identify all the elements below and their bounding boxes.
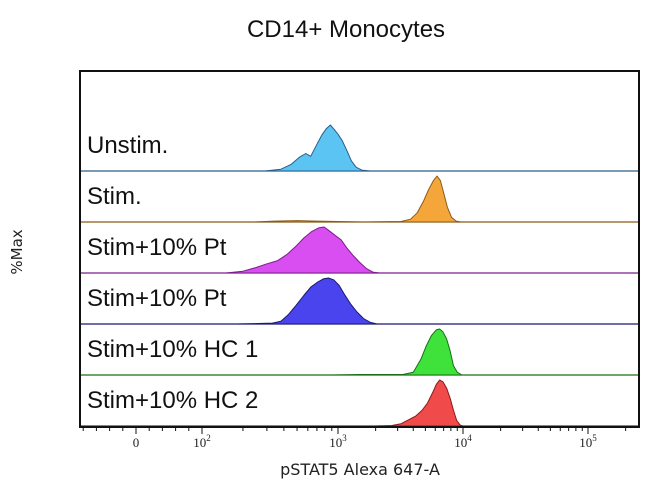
y-axis-label: %Max xyxy=(8,229,26,274)
histogram-row: Stim+10% HC 2 xyxy=(80,379,639,427)
x-axis-label: pSTAT5 Alexa 647-A xyxy=(280,460,440,479)
histogram-area xyxy=(236,277,378,325)
histogram-row: Unstim. xyxy=(80,124,639,172)
x-tick-label: 105 xyxy=(579,433,597,450)
series-label: Stim+10% HC 2 xyxy=(87,387,258,414)
histogram-area xyxy=(253,175,462,223)
series-label: Stim+10% Pt xyxy=(87,285,227,312)
series-label: Stim+10% HC 1 xyxy=(87,336,258,363)
chart-title: CD14+ Monocytes xyxy=(247,16,445,43)
plot-frame xyxy=(79,70,640,428)
x-tick-label: 102 xyxy=(193,433,211,450)
x-tick-label: 104 xyxy=(454,433,472,450)
histogram-area xyxy=(375,379,464,427)
histogram-area xyxy=(331,328,463,376)
histogram-row: Stim+10% Pt xyxy=(80,226,639,274)
histogram-area xyxy=(225,226,381,274)
histogram-area xyxy=(264,124,371,172)
histogram-rows: Unstim. Stim. Stim+10% Pt Stim+10% Pt Stim+1… xyxy=(80,124,639,427)
histogram-row: Stim+10% Pt xyxy=(80,277,639,325)
histogram-row: Stim+10% HC 1 xyxy=(80,328,639,376)
x-axis-ticks: 0 102 103 104 105 xyxy=(82,427,627,450)
series-label: Stim+10% Pt xyxy=(87,234,227,261)
series-label: Unstim. xyxy=(87,132,168,159)
x-tick-label: 103 xyxy=(329,433,347,450)
histogram-row: Stim. xyxy=(80,175,639,223)
x-tick-label: 0 xyxy=(133,435,140,450)
series-label: Stim. xyxy=(87,183,142,210)
